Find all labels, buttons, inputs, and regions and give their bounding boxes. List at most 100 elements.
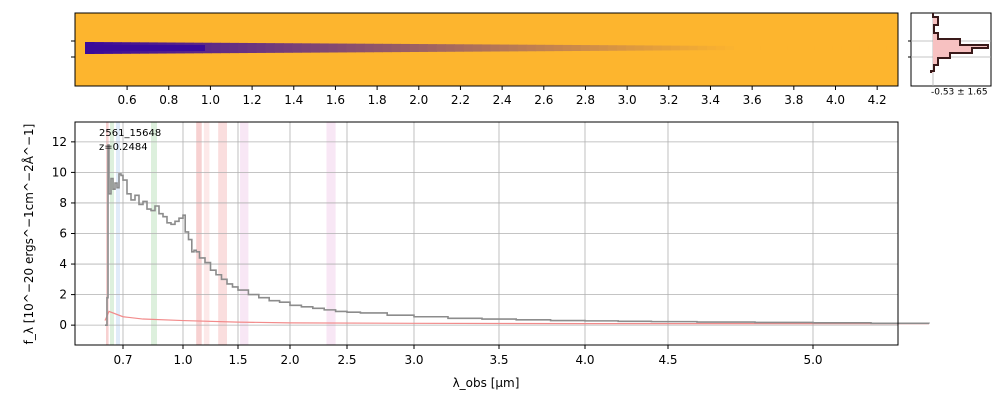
x-tick-label: 5.0 — [803, 353, 822, 367]
trace-segment — [229, 42, 239, 54]
y-tick-label: 6 — [59, 227, 67, 241]
y-tick-label: 10 — [52, 165, 67, 179]
trace-segment — [211, 42, 221, 54]
trace-segment — [220, 42, 230, 54]
trace-segment — [580, 45, 591, 51]
trace-segment — [499, 44, 510, 52]
x-tick-label: 2.0 — [280, 353, 299, 367]
x-tick-label: 3.0 — [404, 353, 423, 367]
spectrum-2d-trace — [85, 42, 897, 54]
trace-segment — [463, 44, 474, 52]
trace-segment — [265, 43, 275, 53]
x-tick-label: 4.0 — [575, 353, 594, 367]
trace-segment — [760, 46, 771, 50]
trace-segment — [805, 46, 816, 50]
spectrum-1d-grid — [75, 122, 898, 345]
top-xtick-label: 2.8 — [576, 93, 595, 107]
trace-segment — [625, 45, 636, 51]
trace-segment — [391, 43, 401, 53]
trace-segment — [319, 43, 329, 53]
trace-segment — [796, 46, 807, 50]
trace-segment — [715, 45, 726, 51]
trace-segment — [382, 43, 392, 53]
trace-segment — [490, 44, 501, 52]
profile-line — [930, 13, 989, 73]
trace-segment — [859, 46, 870, 50]
trace-segment — [643, 45, 654, 51]
top-xtick-label: 3.0 — [618, 93, 637, 107]
trace-segment — [337, 43, 347, 53]
top-xtick-label: 1.4 — [284, 93, 303, 107]
trace-segment — [616, 45, 627, 51]
top-xtick-label: 1.2 — [243, 93, 262, 107]
trace-segment — [436, 44, 447, 52]
top-xtick-label: 3.4 — [701, 93, 720, 107]
trace-segment — [238, 42, 248, 54]
trace-segment — [589, 45, 600, 51]
trace-segment — [526, 44, 537, 52]
trace-segment — [256, 43, 266, 53]
top-xtick-label: 2.0 — [409, 93, 428, 107]
spectrum-1d-xaxis: 0.7 1.0 1.5 2.0 2.5 3.0 3.5 4.0 4.5 5.0 — [113, 345, 823, 367]
redshift-label: z=0.2484 — [99, 142, 148, 153]
trace-segment — [553, 44, 564, 52]
trace-segment — [364, 43, 374, 53]
trace-segment — [697, 45, 708, 51]
spectrum-2d-panel: 0.6 0.8 1.0 1.2 1.4 1.6 1.8 2.0 2.2 2.4 2.6 2.8 3.0 3… — [71, 12, 899, 107]
top-xtick-label: 2.4 — [493, 93, 512, 107]
flux-spectrum-line — [105, 144, 930, 326]
trace-segment — [877, 46, 888, 50]
x-tick-label: 4.5 — [658, 353, 677, 367]
trace-segment — [247, 43, 257, 53]
trace-segment — [346, 43, 356, 53]
spectrum-2d-frame — [74, 12, 899, 87]
trace-segment — [328, 43, 338, 53]
x-tick-label: 2.5 — [337, 353, 356, 367]
y-tick-label: 2 — [59, 288, 67, 302]
y-axis-label: f_λ [10^−20 ergs^−1cm^−2Å^−1] — [21, 124, 36, 345]
top-xtick-label: 1.0 — [201, 93, 220, 107]
trace-segment — [292, 43, 302, 53]
trace-segment — [832, 46, 843, 50]
profile-annotation: -0.53 ± 1.65 — [931, 88, 988, 98]
object-id-label: 2561_15648 — [99, 128, 161, 139]
y-tick-label: 4 — [59, 257, 67, 271]
x-tick-label: 1.5 — [228, 353, 247, 367]
trace-segment — [202, 42, 212, 54]
trace-segment — [787, 46, 798, 50]
trace-segment — [508, 44, 519, 52]
trace-segment — [445, 44, 456, 52]
spectrum-2d-xaxis: 0.6 0.8 1.0 1.2 1.4 1.6 1.8 2.0 2.2 2.4 2.6 2.8 3.0 3… — [71, 40, 887, 107]
trace-segment — [427, 44, 438, 52]
profile-panel: -0.53 ± 1.65 — [908, 12, 992, 98]
trace-segment — [274, 43, 284, 53]
trace-segment — [670, 45, 681, 51]
trace-segment — [778, 46, 789, 50]
top-xtick-label: 2.2 — [451, 93, 470, 107]
trace-segment — [409, 44, 420, 52]
top-xtick-label: 1.8 — [368, 93, 387, 107]
y-tick-label: 12 — [52, 135, 67, 149]
trace-segment — [751, 46, 762, 50]
trace-segment — [733, 46, 744, 50]
top-xtick-label: 1.6 — [326, 93, 345, 107]
trace-segment — [535, 44, 546, 52]
top-xtick-label: 3.2 — [659, 93, 678, 107]
trace-segment — [571, 45, 582, 51]
trace-segment — [283, 43, 293, 53]
top-xtick-label: 4.0 — [826, 93, 845, 107]
trace-segment — [841, 46, 852, 50]
trace-segment — [400, 43, 410, 53]
trace-segment — [598, 45, 609, 51]
trace-segment — [517, 44, 528, 52]
trace-segment — [634, 45, 645, 51]
trace-segment — [418, 44, 429, 52]
top-xtick-label: 0.8 — [159, 93, 178, 107]
trace-segment — [481, 44, 492, 52]
trace-core — [85, 45, 205, 51]
spectrum-1d-panel: 0.7 1.0 1.5 2.0 2.5 3.0 3.5 4.0 4.5 5.0 0 2 4 6 8 10 12… — [21, 121, 930, 390]
trace-segment — [679, 45, 690, 51]
trace-segment — [742, 46, 753, 50]
